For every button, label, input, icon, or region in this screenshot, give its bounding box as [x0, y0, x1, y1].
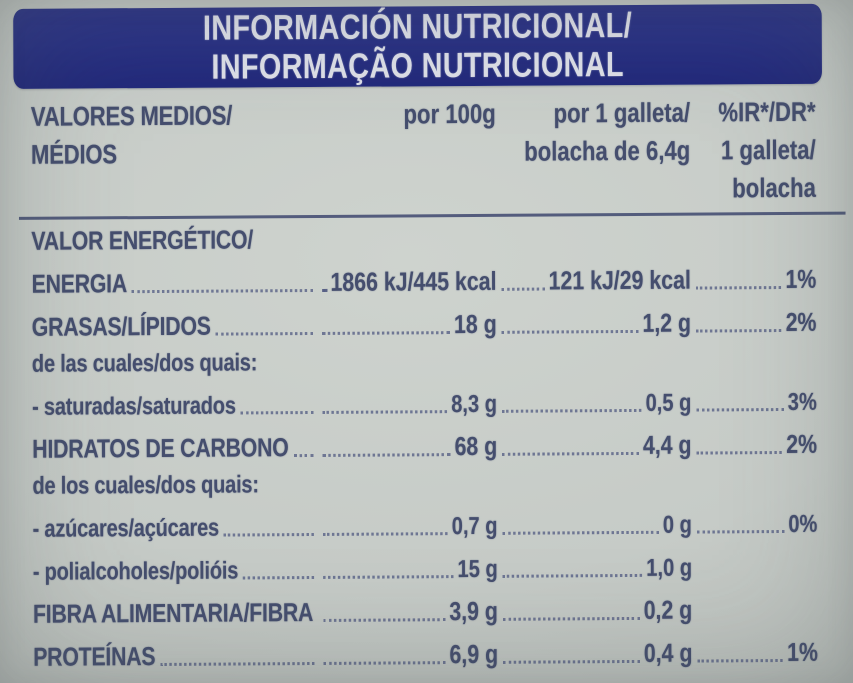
nutrient-sublabel: de los cuales/dos quais:	[32, 471, 259, 500]
table-row-polyols: - polialcoholes/polióis 15 g 1,0 g	[2, 543, 853, 591]
dot-leader	[502, 530, 659, 535]
title-bar: INFORMACIÓN NUTRICIONAL/ INFORMAÇÃO NUTR…	[13, 3, 823, 89]
dot-leader	[696, 408, 784, 412]
nutrient-label: - saturadas/saturados	[32, 392, 236, 421]
dot-leader	[501, 329, 639, 334]
value-per-100g: 6,9 g	[449, 638, 499, 670]
value-percent-ir-empty	[692, 582, 817, 583]
value-per-unit: 0 g	[662, 511, 692, 539]
dot-leader	[322, 532, 448, 536]
nutrient-label: - polialcoholes/polióis	[32, 557, 239, 586]
nutrition-table: VALOR ENERGÉTICO/ ENERGIA 1866 kJ/445 kc…	[1, 220, 853, 683]
nutrient-label: HIDRATOS DE CARBONO	[32, 432, 289, 464]
value-percent-ir: 1%	[787, 636, 818, 667]
header-ir-line-2: 1 galleta/	[720, 134, 816, 166]
value-percent-ir: 2%	[786, 428, 818, 459]
value-per-100g: 3,9 g	[449, 595, 498, 627]
value-percent-ir-empty	[692, 625, 817, 626]
value-per-100g: 68 g	[454, 430, 498, 462]
value-per-unit: 121 kJ/29 kcal	[548, 264, 691, 296]
table-row-fat: GRASAS/LÍPIDOS 18 g 1,2 g 2%	[1, 299, 853, 347]
dot-leader	[695, 286, 782, 290]
value-percent-ir: 1%	[785, 263, 817, 294]
dot-leader	[323, 575, 454, 579]
dot-leader	[502, 573, 643, 578]
dot-leader	[697, 659, 784, 663]
nutrient-sublabel: de las cuales/dos quais:	[31, 349, 258, 378]
title-line-2: INFORMAÇÃO NUTRICIONAL	[211, 45, 624, 87]
value-per-unit: 0,2 g	[643, 594, 693, 625]
header-per-unit: por 1 galleta/ bolacha de 6,4g	[496, 94, 691, 209]
value-per-unit: 1,0 g	[646, 554, 693, 582]
header-percent-ir: %IR*/DR* 1 galleta/ bolacha	[690, 93, 816, 208]
table-row-protein: PROTEÍNAS 6,9 g 0,4 g 1%	[3, 629, 853, 677]
table-header: VALORES MEDIOS/ MÉDIOS por 100g por 1 ga…	[0, 93, 853, 212]
table-row-of-which-carbs: de los cuales/dos quais:	[2, 464, 853, 505]
nutrient-label: GRASAS/LÍPIDOS	[31, 310, 211, 342]
nutrient-label: VALOR ENERGÉTICO/	[31, 224, 254, 256]
header-values-line-2: MÉDIOS	[30, 139, 117, 170]
dot-leader	[215, 332, 314, 336]
dot-leader	[322, 410, 448, 414]
nutrient-label: - azúcares/açúcares	[32, 514, 219, 543]
dot-leader	[696, 529, 785, 534]
header-divider	[18, 211, 846, 220]
value-percent-ir: 2%	[785, 306, 817, 337]
header-values-line-1: VALORES MEDIOS/	[30, 100, 233, 132]
dot-leader	[501, 287, 545, 291]
title-line-1: INFORMACIÓN NUTRICIONAL/	[202, 5, 633, 48]
dot-leader	[321, 288, 327, 292]
dot-leader	[502, 616, 640, 621]
value-per-100g: 15 g	[457, 555, 498, 584]
dot-leader	[323, 661, 446, 665]
table-row-saturates: - saturadas/saturados 8,3 g 0,5 g 3%	[2, 378, 853, 426]
nutrient-label: ENERGIA	[31, 268, 128, 299]
value-per-100g: 8,3 g	[451, 390, 498, 419]
table-row-fibre: FIBRA ALIMENTARIA/FIBRA 3,9 g 0,2 g	[3, 586, 853, 634]
header-values-medios: VALORES MEDIOS/ MÉDIOS	[31, 96, 317, 212]
table-row-of-which-fat: de las cuales/dos quais:	[1, 342, 853, 383]
nutrient-label: PROTEÍNAS	[33, 641, 156, 672]
dot-leader	[160, 662, 315, 666]
nutrient-label: FIBRA ALIMENTARIA/FIBRA	[32, 597, 314, 629]
dot-leader	[696, 451, 783, 455]
value-per-unit: 1,2 g	[642, 307, 692, 338]
value-percent-ir: 0%	[788, 510, 818, 538]
dot-leader	[322, 453, 451, 457]
dot-leader	[293, 454, 314, 458]
dot-leader	[501, 408, 642, 413]
value-per-100g: 18 g	[453, 308, 497, 340]
header-per-100g: por 100g	[403, 98, 496, 130]
dot-leader	[240, 411, 314, 415]
value-per-unit: 0,4 g	[643, 637, 693, 668]
header-ir-line-1: %IR*/DR*	[718, 96, 816, 128]
header-per-unit-line-1: por 1 galleta/	[553, 97, 691, 129]
dot-leader	[322, 331, 450, 335]
value-per-100g: 0,7 g	[451, 512, 498, 541]
dot-leader	[695, 329, 782, 333]
header-ir-line-3: bolacha	[732, 172, 816, 204]
table-row-energy-label: VALOR ENERGÉTICO/	[1, 220, 853, 261]
table-row-sugars: - azúcares/açúcares 0,7 g 0 g 0%	[2, 500, 853, 548]
value-per-unit: 0,5 g	[645, 389, 692, 417]
dot-leader	[243, 576, 315, 580]
dot-leader	[502, 451, 639, 456]
dot-leader	[503, 659, 640, 664]
value-percent-ir: 3%	[787, 388, 817, 416]
dot-leader	[323, 618, 446, 622]
value-per-unit: 4,4 g	[642, 429, 692, 460]
dot-leader	[131, 289, 313, 294]
table-row-carbohydrate: HIDRATOS DE CARBONO 68 g 4,4 g 2%	[2, 421, 853, 469]
table-row-energy: ENERGIA 1866 kJ/445 kcal 121 kJ/29 kcal …	[1, 256, 853, 304]
dot-leader	[223, 533, 314, 537]
value-per-100g: 1866 kJ/445 kcal	[330, 265, 497, 297]
header-per-unit-line-2: bolacha de 6,4g	[524, 135, 691, 167]
